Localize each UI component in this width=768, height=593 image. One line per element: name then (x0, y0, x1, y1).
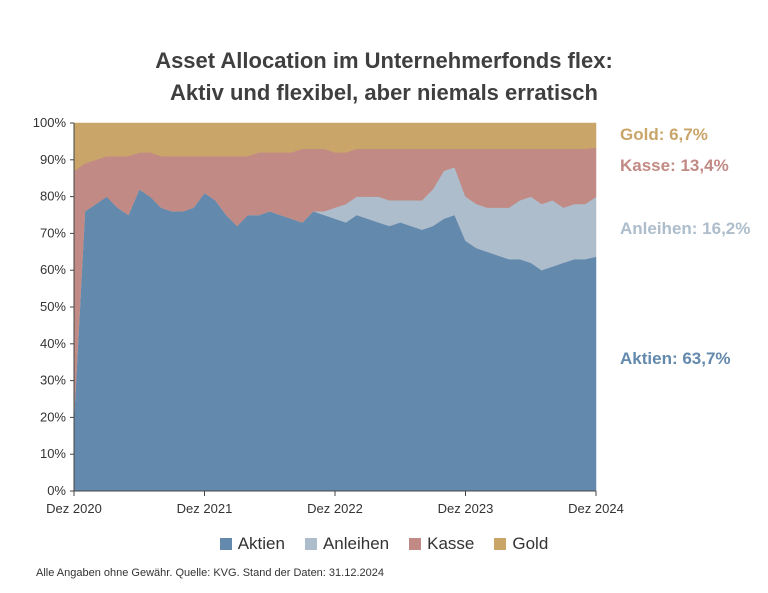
end-label-aktien: Aktien: 63,7% (620, 349, 731, 368)
footnote: Alle Angaben ohne Gewähr. Quelle: KVG. S… (36, 567, 384, 579)
x-tick-label: Dez 2020 (46, 501, 102, 516)
legend-label: Kasse (427, 534, 475, 553)
legend-item-anleihen: Anleihen (304, 534, 390, 554)
x-tick-label: Dez 2021 (177, 501, 233, 516)
end-label-kasse: Kasse: 13,4% (620, 156, 729, 175)
legend: Aktien Anleihen Kasse Gold (0, 534, 768, 554)
y-tick-label: 80% (40, 189, 66, 204)
area-gold (73, 122, 597, 172)
x-tick-label: Dez 2022 (307, 501, 363, 516)
legend-label: Gold (512, 534, 549, 553)
legend-item-gold: Gold (494, 534, 548, 554)
y-tick-label: 30% (40, 373, 66, 388)
legend-item-aktien: Aktien (219, 534, 285, 554)
y-tick-label: 50% (40, 299, 66, 314)
chart-title-line-1: Asset Allocation im Unternehmerfonds fle… (155, 48, 613, 73)
legend-swatch (409, 538, 422, 550)
y-tick-label: 20% (40, 409, 66, 424)
y-tick-label: 10% (40, 446, 66, 461)
y-tick-label: 40% (40, 336, 66, 351)
y-tick-label: 100% (33, 115, 67, 130)
legend-item-kasse: Kasse (409, 534, 474, 554)
axes-layer: 0% 10% 20% 30% 40% 50% 60% 70% 80% 90% 100% Dez 202… (33, 115, 624, 516)
end-label-anleihen: Anleihen: 16,2% (620, 219, 750, 238)
legend-swatch (219, 538, 232, 550)
legend-label: Aktien (237, 534, 285, 553)
legend-label: Anleihen (322, 534, 390, 553)
end-label-gold: Gold: 6,7% (620, 125, 708, 144)
legend-swatch (304, 538, 317, 550)
y-tick-label: 70% (40, 225, 66, 240)
y-tick-label: 90% (40, 152, 66, 167)
y-tick-label: 0% (47, 483, 66, 498)
legend-swatch (494, 538, 507, 550)
chart-title-line-2: Aktiv und flexibel, aber niemals erratis… (170, 80, 598, 105)
y-tick-label: 60% (40, 262, 66, 277)
x-tick-label: Dez 2023 (438, 501, 494, 516)
end-labels-layer: Gold: 6,7% Kasse: 13,4% Anleihen: 16,2% Akt… (620, 125, 750, 368)
x-tick-label: Dez 2024 (568, 501, 624, 516)
area-layer (73, 122, 597, 492)
